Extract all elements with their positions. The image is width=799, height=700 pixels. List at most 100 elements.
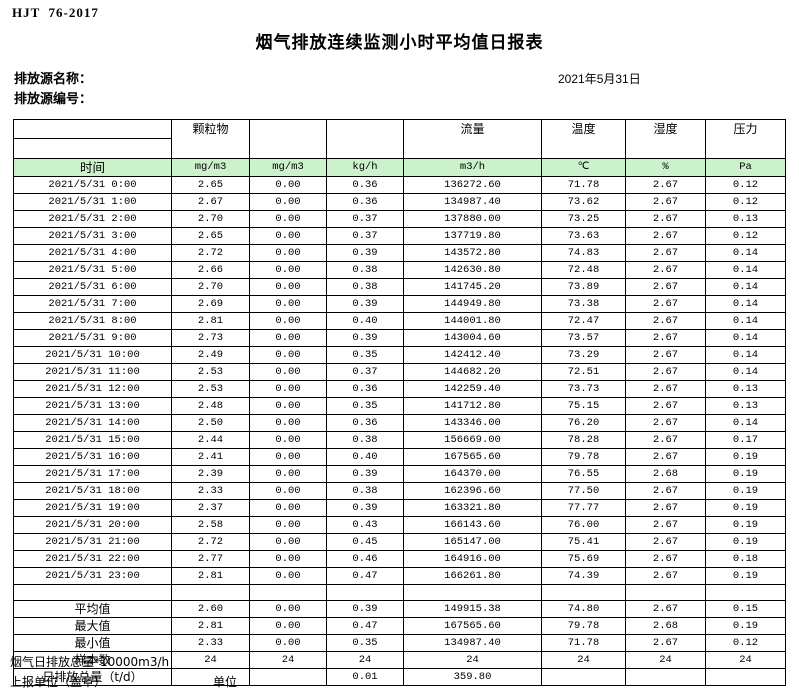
cell-pressure: 0.12 <box>705 227 786 245</box>
cell-pressure: 0.14 <box>705 244 786 262</box>
cell-temperature: 24 <box>541 651 626 669</box>
cell-particulate-std <box>249 584 327 601</box>
header-time: 时间 <box>13 158 172 177</box>
cell-temperature: 76.00 <box>541 516 626 534</box>
cell-pressure: 0.19 <box>705 482 786 500</box>
cell-particulate-std: 0.00 <box>249 499 327 517</box>
cell-flow: 359.80 <box>403 668 542 686</box>
table-group-header-row-lower <box>13 138 786 159</box>
cell-particulate-conc: 24 <box>171 651 250 669</box>
cell-temperature: 73.89 <box>541 278 626 296</box>
cell-pressure: 0.13 <box>705 397 786 415</box>
table-body: 颗粒物 流量 温度 湿度 压力 时间 mg/m3 m <box>13 119 786 686</box>
cell-pressure: 0.14 <box>705 261 786 279</box>
cell-particulate-rate: 0.37 <box>326 227 404 245</box>
table-row: 2021/5/31 3:00 2.65 0.00 0.37 137719.80 73.63… <box>13 227 786 245</box>
table-row: 2021/5/31 14:00 2.50 0.00 0.36 143346.00 76.2… <box>13 414 786 432</box>
cell-temperature: 73.73 <box>541 380 626 398</box>
table-summary-row: 平均值 2.60 0.00 0.39 149915.38 74.80 2.67 0.15 <box>13 600 786 618</box>
table-summary-row: 样本数 24 24 24 24 24 24 24 <box>13 651 786 669</box>
table-row: 2021/5/31 23:00 2.81 0.00 0.47 166261.80 74.3… <box>13 567 786 585</box>
cell-flow: 156669.00 <box>403 431 542 449</box>
cell-particulate-std: 0.00 <box>249 227 327 245</box>
cell-pressure: 0.14 <box>705 329 786 347</box>
cell-time: 最大值 <box>13 617 172 635</box>
cell-pressure: 0.12 <box>705 176 786 194</box>
cell-particulate-conc <box>171 584 250 601</box>
cell-flow: 136272.60 <box>403 176 542 194</box>
cell-time: 2021/5/31 4:00 <box>13 244 172 262</box>
cell-temperature: 79.78 <box>541 617 626 635</box>
cell-flow: 142259.40 <box>403 380 542 398</box>
cell-time: 2021/5/31 16:00 <box>13 448 172 466</box>
cell-humidity: 2.67 <box>625 346 706 364</box>
cell-time: 2021/5/31 5:00 <box>13 261 172 279</box>
cell-pressure: 0.19 <box>705 567 786 585</box>
cell-temperature: 73.38 <box>541 295 626 313</box>
cell-humidity: 2.67 <box>625 278 706 296</box>
table-row: 2021/5/31 10:00 2.49 0.00 0.35 142412.40 73.2… <box>13 346 786 364</box>
cell-time: 2021/5/31 14:00 <box>13 414 172 432</box>
cell-pressure: 0.14 <box>705 346 786 364</box>
cell-time: 2021/5/31 23:00 <box>13 567 172 585</box>
table-row: 2021/5/31 9:00 2.73 0.00 0.39 143004.60 73.57… <box>13 329 786 347</box>
cell-pressure: 0.19 <box>705 617 786 635</box>
cell-humidity: 2.67 <box>625 176 706 194</box>
cell-particulate-rate: 0.38 <box>326 431 404 449</box>
cell-particulate-rate <box>326 584 404 601</box>
cell-time: 2021/5/31 10:00 <box>13 346 172 364</box>
cell-particulate-std: 0.00 <box>249 278 327 296</box>
table-row: 2021/5/31 15:00 2.44 0.00 0.38 156669.00 78.2… <box>13 431 786 449</box>
header-unit-flow: m3/h <box>403 158 542 177</box>
cell-particulate-conc: 2.69 <box>171 295 250 313</box>
cell-particulate-std: 0.00 <box>249 516 327 534</box>
cell-particulate-conc: 2.44 <box>171 431 250 449</box>
cell-pressure: 0.14 <box>705 363 786 381</box>
cell-pressure: 0.17 <box>705 431 786 449</box>
cell-particulate-std: 0.00 <box>249 244 327 262</box>
header-unit-particulate-conc: mg/m3 <box>171 158 250 177</box>
cell-temperature: 73.57 <box>541 329 626 347</box>
cell-humidity: 2.67 <box>625 329 706 347</box>
header-unit-particulate-std: mg/m3 <box>249 158 327 177</box>
cell-temperature: 71.78 <box>541 634 626 652</box>
table-row: 2021/5/31 20:00 2.58 0.00 0.43 166143.60 76.0… <box>13 516 786 534</box>
cell-time: 2021/5/31 9:00 <box>13 329 172 347</box>
cell-humidity: 2.67 <box>625 431 706 449</box>
cell-particulate-rate: 0.37 <box>326 210 404 228</box>
cell-time: 2021/5/31 21:00 <box>13 533 172 551</box>
cell-flow: 143572.80 <box>403 244 542 262</box>
cell-time: 2021/5/31 1:00 <box>13 193 172 211</box>
cell-temperature: 76.20 <box>541 414 626 432</box>
cell-particulate-std: 0.00 <box>249 312 327 330</box>
cell-temperature: 72.48 <box>541 261 626 279</box>
cell-temperature: 77.50 <box>541 482 626 500</box>
header-group-particulate: 颗粒物 <box>171 119 250 139</box>
cell-time <box>13 584 172 601</box>
cell-particulate-std: 0.00 <box>249 397 327 415</box>
cell-temperature: 75.15 <box>541 397 626 415</box>
cell-flow: 167565.60 <box>403 448 542 466</box>
cell-particulate-rate: 0.39 <box>326 600 404 618</box>
table-row: 2021/5/31 17:00 2.39 0.00 0.39 164370.00 76.5… <box>13 465 786 483</box>
cell-temperature <box>541 668 626 686</box>
cell-particulate-rate: 0.39 <box>326 465 404 483</box>
header-unit-temperature: ℃ <box>541 158 626 177</box>
cell-temperature: 73.29 <box>541 346 626 364</box>
cell-time: 2021/5/31 6:00 <box>13 278 172 296</box>
cell-particulate-rate: 0.35 <box>326 397 404 415</box>
cell-pressure: 0.18 <box>705 550 786 568</box>
cell-humidity: 2.67 <box>625 397 706 415</box>
cell-particulate-conc: 2.49 <box>171 346 250 364</box>
cell-particulate-conc: 2.65 <box>171 227 250 245</box>
header-group-humidity: 湿度 <box>625 119 706 139</box>
cell-particulate-rate: 0.39 <box>326 295 404 313</box>
cell-flow: 141745.20 <box>403 278 542 296</box>
table-row: 2021/5/31 1:00 2.67 0.00 0.36 134987.40 73.62… <box>13 193 786 211</box>
cell-particulate-conc: 2.33 <box>171 634 250 652</box>
cell-flow: 164916.00 <box>403 550 542 568</box>
cell-humidity: 2.67 <box>625 244 706 262</box>
cell-flow: 134987.40 <box>403 193 542 211</box>
cell-humidity: 24 <box>625 651 706 669</box>
cell-humidity: 2.67 <box>625 550 706 568</box>
